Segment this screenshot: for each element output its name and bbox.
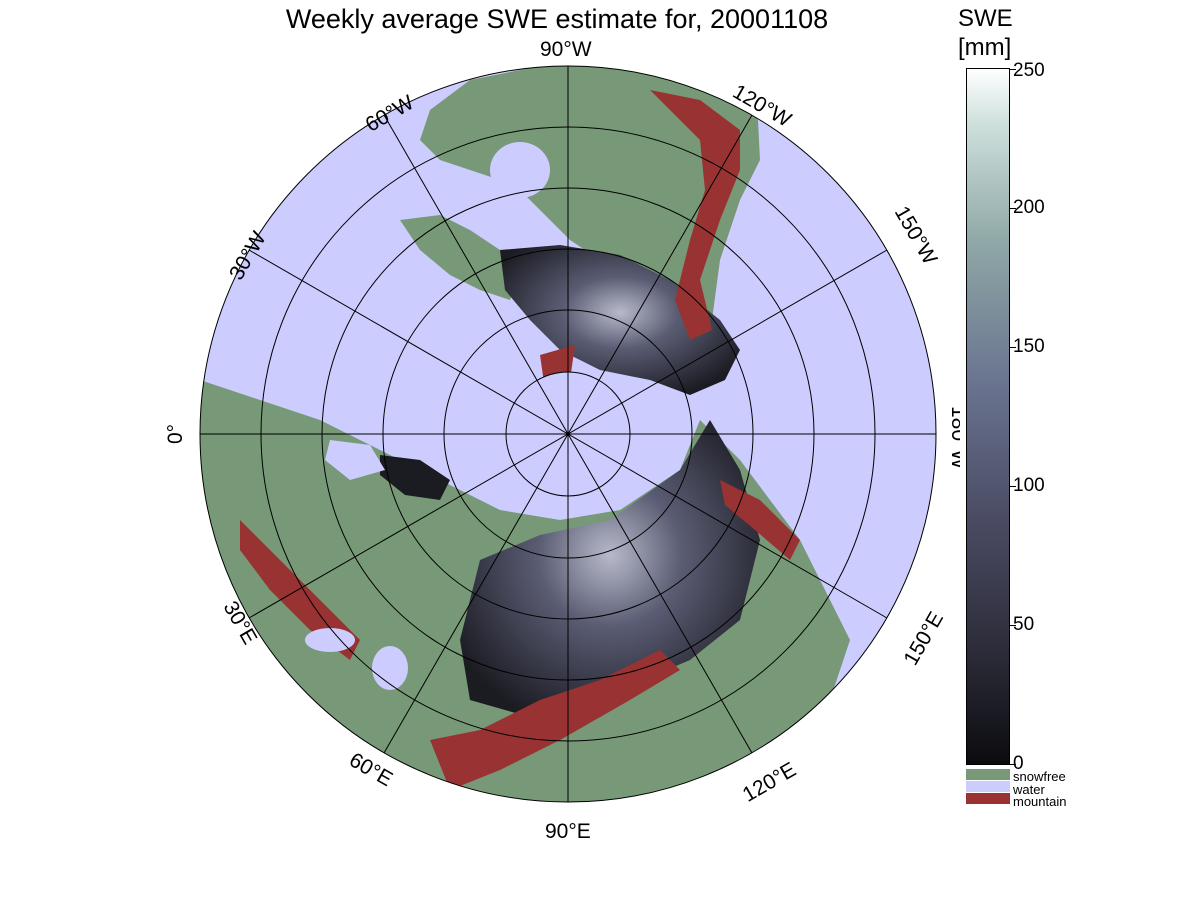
caspian-sea	[372, 646, 408, 690]
lon-label-120e: 120°E	[739, 758, 800, 807]
legend-label-mountain: mountain	[1013, 794, 1067, 809]
colorbar-tick-label: 250	[1013, 60, 1045, 81]
colorbar-title: SWE [mm]	[958, 4, 1013, 62]
siberia-snow-region	[460, 420, 760, 720]
map-title: Weekly average SWE estimate for, 2000110…	[285, 4, 829, 34]
arctic-snow-region	[500, 245, 740, 395]
lon-label-90e: 90°E	[545, 820, 591, 843]
polar-map: 90°W 60°W 120°W 30°W 150°W 0° 180°W 30°E…	[164, 38, 960, 843]
graticule	[199, 65, 937, 803]
lon-label-90w: 90°W	[540, 38, 592, 61]
colorbar-tick	[1010, 486, 1016, 487]
greenland-landmass	[400, 215, 520, 300]
colorbar-tick	[1010, 625, 1016, 626]
colorbar-tick	[1010, 69, 1016, 70]
colorbar-tick-label: 150	[1013, 336, 1045, 357]
colorbar-title-line2: [mm]	[958, 34, 1012, 61]
scandinavia-snow	[380, 455, 450, 500]
legend-swatch-snowfree	[966, 769, 1010, 780]
colorbar-tick-label: 200	[1013, 197, 1045, 218]
white-sea	[325, 440, 385, 480]
legend-label-snowfree: snowfree	[1013, 769, 1066, 784]
himalaya-mountains	[430, 650, 680, 790]
colorbar-tick	[1010, 764, 1016, 765]
colorbar-gradient	[966, 68, 1010, 765]
east-asia-mountains	[720, 480, 800, 560]
lon-label-180w: 180°W	[947, 406, 960, 469]
colorbar-title-line1: SWE	[958, 5, 1013, 32]
north-america-landmass	[420, 66, 760, 340]
rocky-mountains	[650, 90, 740, 340]
meridian-150w-30e	[248, 249, 888, 619]
hudson-bay	[490, 142, 550, 198]
colorbar-tick	[1010, 347, 1016, 348]
legend-swatch-water	[966, 781, 1010, 792]
lon-label-150e: 150°E	[899, 608, 948, 669]
colorbar-tick-label: 0	[1013, 753, 1024, 774]
colorbar-tick-label: 50	[1013, 614, 1035, 635]
lon-label-150w: 150°W	[890, 202, 942, 268]
legend-label-water: water	[1013, 782, 1045, 797]
black-sea	[305, 628, 355, 652]
colorbar-tick-label: 100	[1013, 475, 1045, 496]
lon-label-0: 0°	[164, 424, 187, 444]
colorbar-tick	[1010, 208, 1016, 209]
alps-mountains	[240, 520, 360, 660]
legend-swatch-mountain	[966, 793, 1010, 804]
